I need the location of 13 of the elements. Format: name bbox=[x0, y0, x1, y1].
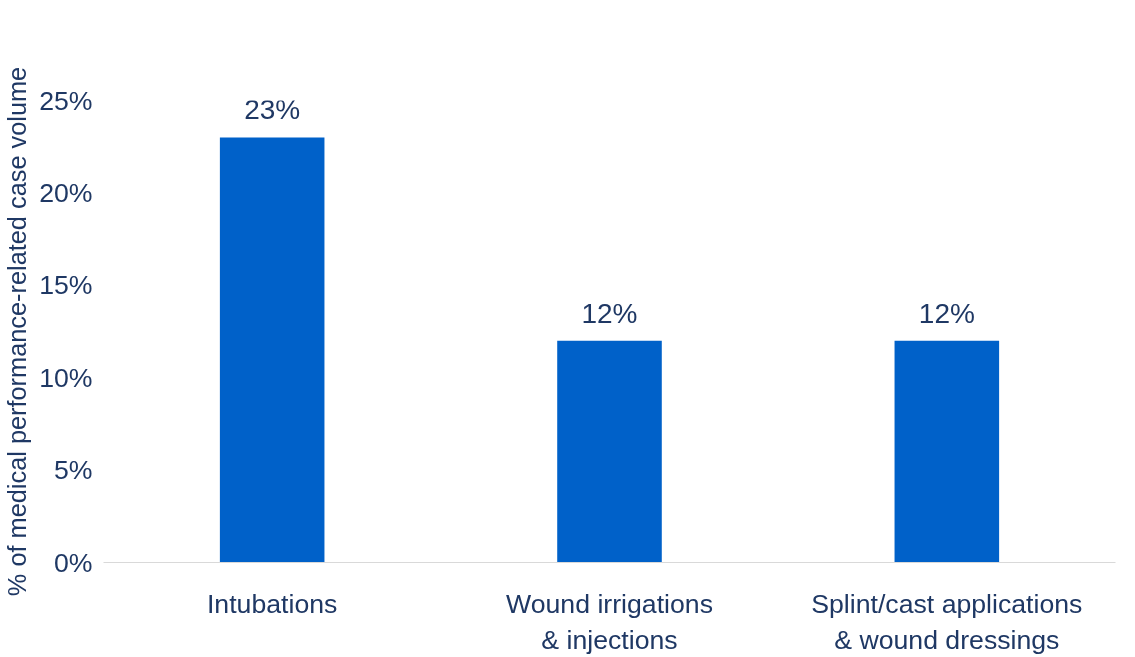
y-tick-label: 5% bbox=[53, 455, 93, 486]
x-tick-label: Splint/cast applications & wound dressings bbox=[811, 588, 1083, 655]
y-tick-label: 10% bbox=[39, 362, 93, 393]
y-tick-label: 25% bbox=[39, 85, 93, 116]
x-tick-label: Wound irrigations & injections bbox=[506, 588, 713, 655]
y-tick-label: 0% bbox=[53, 547, 93, 578]
data-label: 12% bbox=[918, 297, 975, 329]
data-label: 12% bbox=[581, 297, 638, 329]
data-label: 23% bbox=[244, 94, 301, 126]
y-tick-label: 20% bbox=[39, 177, 93, 208]
y-axis-title: % of medical performance-related case volume bbox=[3, 66, 32, 597]
y-tick-label: 15% bbox=[39, 270, 93, 301]
x-tick-label: Intubations bbox=[206, 588, 338, 619]
